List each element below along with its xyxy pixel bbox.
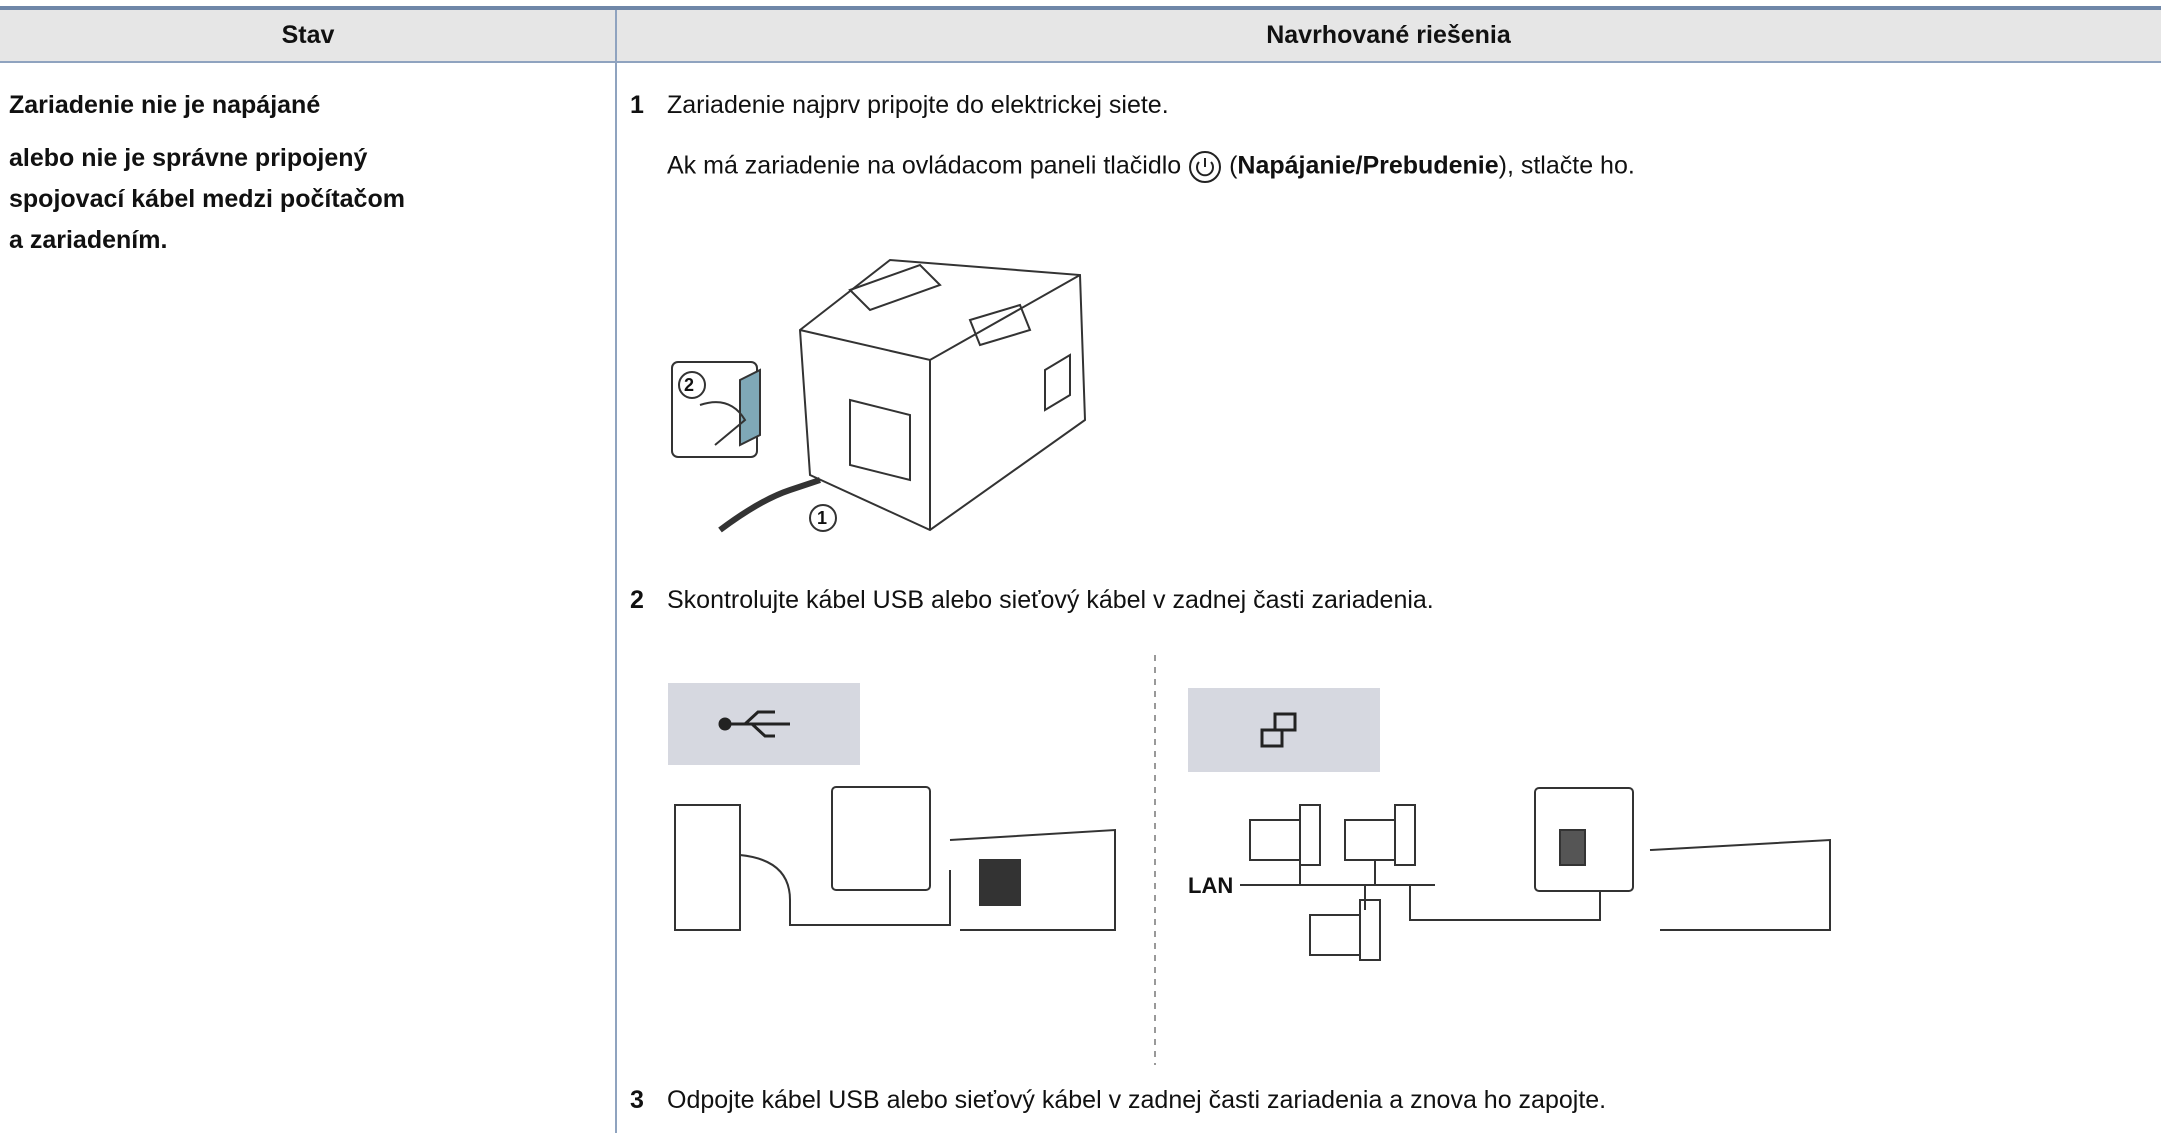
- note-text: Ak má zariadenie na ovládacom paneli tla…: [667, 151, 1182, 180]
- power-icon: [1189, 151, 1222, 183]
- figure-label: 2: [684, 375, 695, 395]
- lan-figure: [1240, 787, 1831, 961]
- step-number: 3: [630, 1086, 644, 1114]
- state-text: spojovací kábel medzi počítačom: [9, 185, 405, 213]
- step-number: 1: [630, 91, 644, 119]
- state-text: Zariadenie nie je napájané: [9, 91, 321, 119]
- header-cell: Stav: [281, 21, 335, 49]
- header-bg: [0, 8, 2161, 62]
- figure-label: 1: [817, 508, 828, 528]
- state-text: a zariadením.: [9, 226, 168, 254]
- usb-icon: [718, 710, 790, 738]
- printer-figure: [671, 258, 1087, 533]
- figure-label: LAN: [1188, 873, 1234, 898]
- network-icon: [1260, 712, 1297, 748]
- note-text: ), stlačte ho.: [1498, 151, 1635, 180]
- step-text: Odpojte kábel USB alebo sieťový kábel v …: [667, 1086, 1607, 1114]
- state-text: alebo nie je správne pripojený: [9, 144, 368, 172]
- step-text: Zariadenie najprv pripojte do elektricke…: [667, 91, 1169, 119]
- step-text: Skontrolujte kábel USB alebo sieťový káb…: [667, 586, 1434, 614]
- step-number: 2: [630, 586, 644, 614]
- top-rule: [0, 6, 2161, 10]
- button-name: Napájanie/Prebudenie: [1237, 151, 1499, 180]
- step-note: Ak má zariadenie na ovládacom paneli tla…: [667, 150, 1635, 184]
- note-text: (: [1229, 151, 1238, 180]
- header-cell: Navrhované riešenia: [1266, 21, 1511, 49]
- usb-figure: [674, 786, 1116, 931]
